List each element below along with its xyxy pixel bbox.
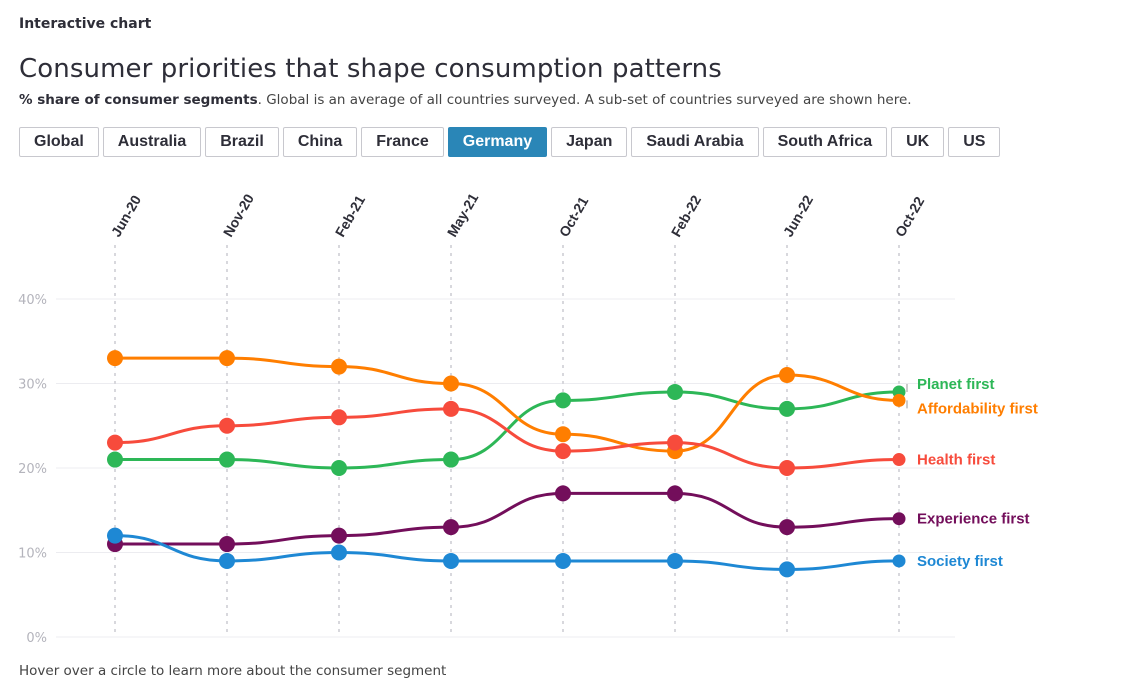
data-point-affordability-first[interactable] [331,358,347,375]
series-health-first: Health first [107,400,995,476]
subtitle-rest: . Global is an average of all countries … [257,92,912,108]
tab-japan[interactable]: Japan [551,127,628,157]
tab-brazil[interactable]: Brazil [205,127,279,157]
data-point-affordability-first[interactable] [555,426,571,443]
eyebrow-label: Interactive chart [19,16,152,32]
data-point-society-first[interactable] [892,554,906,568]
y-tick-label: 20% [18,462,47,477]
data-point-experience-first[interactable] [779,519,795,536]
series-line-experience-first [115,491,900,546]
data-point-health-first[interactable] [107,434,123,451]
data-point-society-first[interactable] [779,561,795,578]
tab-germany[interactable]: Germany [447,127,548,157]
data-point-experience-first[interactable] [443,519,459,536]
y-tick-label: 10% [18,547,47,562]
data-point-affordability-first[interactable] [779,367,795,384]
data-point-health-first[interactable] [892,453,906,467]
series-line-planet-first [115,390,900,470]
series-planet-first: Planet first [107,376,995,476]
data-point-planet-first[interactable] [331,460,347,476]
data-point-affordability-first[interactable] [892,393,906,407]
tab-saudi-arabia[interactable]: Saudi Arabia [631,127,759,157]
line-chart: 0% 10% 20% 30% 40% Jun-20 Nov-20 Feb-21 May-21 Oc… [18,190,1038,646]
country-tabs: Global Australia Brazil China France Germany J… [19,127,1001,157]
y-tick-label: 40% [18,293,47,308]
footer-note: Hover over a circle to learn more about … [19,663,447,679]
data-point-health-first[interactable] [555,443,571,460]
y-tick-label: 30% [18,378,47,393]
x-tick-label: Jun-22 [780,192,817,239]
data-point-affordability-first[interactable] [219,350,235,367]
data-point-health-first[interactable] [667,434,683,451]
x-tick-label: Jun-20 [108,192,145,239]
data-point-planet-first[interactable] [667,383,683,400]
data-point-planet-first[interactable] [107,451,123,468]
x-tick-label: May-21 [444,190,482,239]
x-tick-label: Feb-21 [332,192,369,239]
data-point-experience-first[interactable] [219,536,235,553]
series-society-first: Society first [107,527,1003,578]
data-point-affordability-first[interactable] [443,375,459,392]
data-point-experience-first[interactable] [667,485,683,502]
tab-global[interactable]: Global [19,127,99,157]
data-point-health-first[interactable] [443,400,459,417]
x-tick-label: Feb-22 [668,192,705,239]
x-tick-label: Nov-20 [220,191,257,240]
data-point-experience-first[interactable] [892,512,906,526]
data-point-society-first[interactable] [667,552,683,569]
data-point-health-first[interactable] [219,417,235,434]
x-tick-label: Oct-21 [556,194,592,240]
chart-title: Consumer priorities that shape consumpti… [19,54,722,84]
tab-us[interactable]: US [948,127,1001,157]
series-line-affordability-first [114,356,900,453]
data-point-society-first[interactable] [443,552,459,569]
data-point-society-first[interactable] [219,552,235,569]
y-tick-label: 0% [26,631,47,646]
series-experience-first: Experience first [107,485,1030,553]
tab-south-africa[interactable]: South Africa [762,127,888,157]
data-point-health-first[interactable] [331,409,347,426]
legend-label-planet-first: Planet first [917,376,995,393]
data-point-society-first[interactable] [331,544,347,561]
series-line-health-first [114,407,900,470]
tab-france[interactable]: France [361,127,444,157]
legend-label-experience-first: Experience first [917,511,1030,528]
data-point-planet-first[interactable] [779,400,795,417]
data-point-experience-first[interactable] [331,527,347,544]
data-point-planet-first[interactable] [443,451,459,468]
data-point-society-first[interactable] [555,552,571,569]
data-point-affordability-first[interactable] [107,350,123,367]
legend-label-affordability-first: Affordability first [917,400,1038,417]
series-affordability-first: Affordability first [107,350,1038,460]
data-point-planet-first[interactable] [219,451,235,468]
data-point-planet-first[interactable] [555,392,571,409]
tab-australia[interactable]: Australia [102,127,202,157]
legend-label-society-first: Society first [917,553,1003,570]
legend-label-health-first: Health first [917,452,995,469]
data-point-health-first[interactable] [779,460,795,476]
data-point-society-first[interactable] [107,527,123,544]
data-point-experience-first[interactable] [555,485,571,502]
tab-china[interactable]: China [282,127,358,157]
x-tick-label: Oct-22 [892,194,928,240]
subtitle-bold: % share of consumer segments [19,92,258,108]
chart-subtitle: % share of consumer segments. Global is … [19,92,912,108]
tab-uk[interactable]: UK [891,127,945,157]
